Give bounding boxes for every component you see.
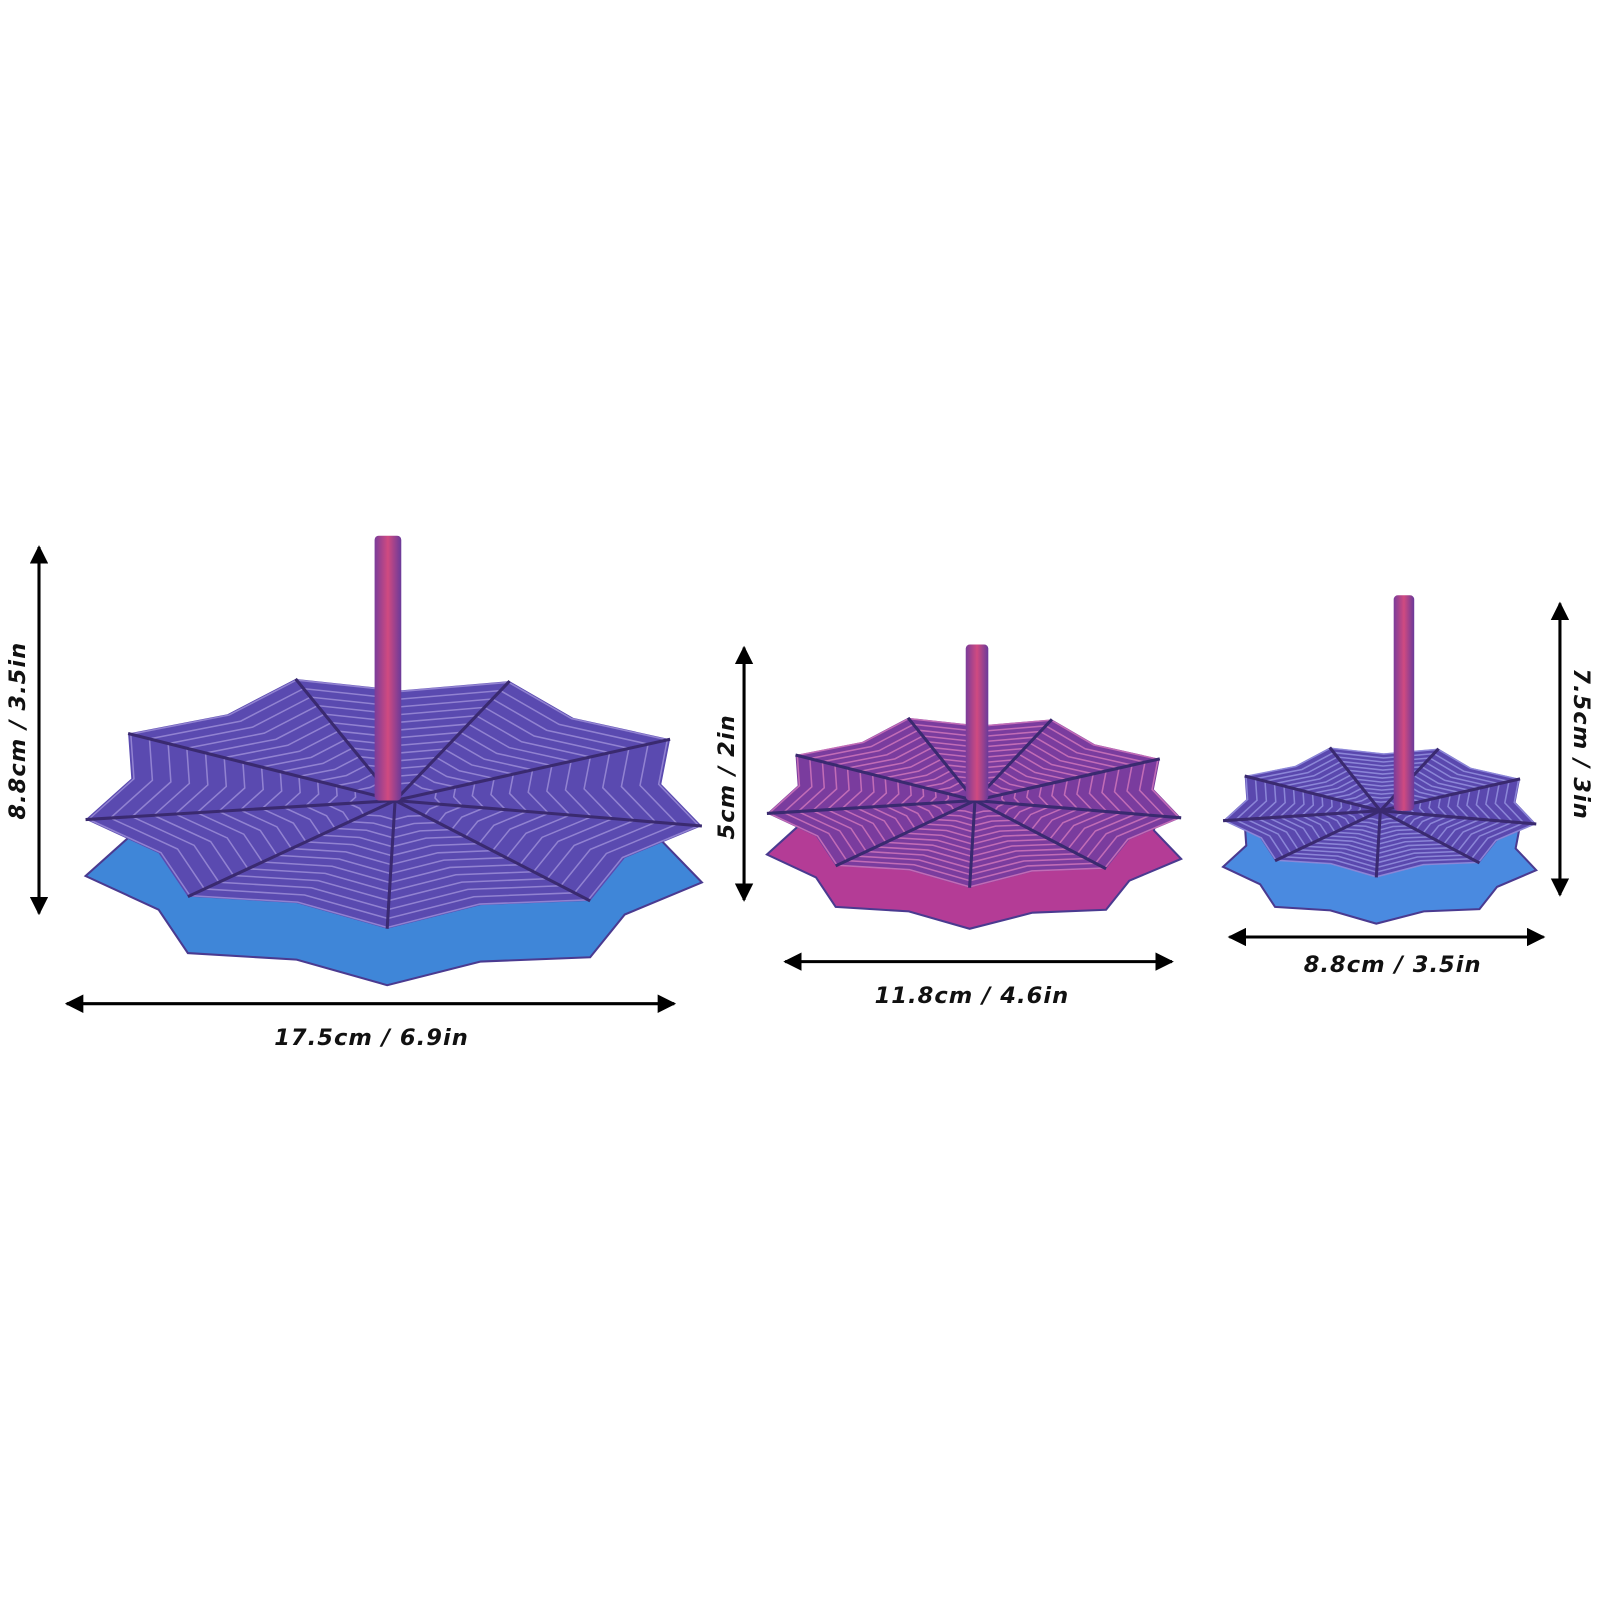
- ridge: [1223, 747, 1537, 878]
- ridge: [884, 764, 1065, 839]
- ridge: [1300, 778, 1460, 845]
- fold: [1374, 810, 1382, 878]
- ridge: [825, 740, 1123, 864]
- ridge: [796, 729, 1152, 876]
- fold: [394, 680, 511, 802]
- ridge: [1256, 760, 1504, 864]
- ridge: [152, 704, 636, 902]
- height-label: 8.8cm / 3.5in: [5, 642, 31, 820]
- fold: [974, 757, 1161, 803]
- ridge: [130, 696, 658, 911]
- ridge: [913, 775, 1037, 827]
- ridge: [1234, 751, 1526, 873]
- ridge: [840, 746, 1109, 858]
- ridge: [1311, 782, 1449, 841]
- fold: [766, 798, 976, 815]
- ridge: [347, 781, 443, 821]
- fold: [968, 800, 977, 888]
- ridge: [282, 755, 507, 848]
- ridge: [87, 679, 701, 929]
- fold: [385, 800, 397, 929]
- ridge: [1245, 756, 1515, 869]
- ridge: [108, 687, 679, 920]
- fold: [974, 798, 1182, 820]
- width-label: 11.8cm / 4.6in: [875, 983, 1070, 1009]
- fold: [394, 798, 703, 828]
- ridge: [238, 738, 550, 866]
- ridge: [782, 723, 1166, 882]
- stick: [965, 644, 989, 801]
- ridge: [927, 781, 1022, 821]
- ridge: [325, 772, 464, 830]
- fold: [835, 799, 976, 868]
- ridge: [855, 752, 1094, 852]
- fold: [795, 753, 976, 802]
- fold: [394, 799, 591, 903]
- ridge: [173, 713, 615, 893]
- ridge: [1289, 773, 1471, 850]
- ridge: [260, 747, 529, 857]
- ridge: [942, 787, 1008, 815]
- width-label: 8.8cm / 3.5in: [1304, 952, 1482, 978]
- ridge: [1278, 769, 1482, 855]
- ridge: [217, 730, 572, 875]
- fold: [1274, 809, 1382, 863]
- fold: [1380, 809, 1537, 826]
- ridge: [811, 735, 1138, 870]
- ridge: [303, 764, 486, 839]
- fold: [1328, 746, 1382, 812]
- height-label: 5cm / 2in: [714, 714, 740, 839]
- ridge: [869, 758, 1080, 845]
- products: [83, 535, 1539, 987]
- fold: [1379, 809, 1481, 865]
- ridge: [195, 721, 593, 884]
- fold: [394, 737, 671, 803]
- ridge: [1267, 765, 1493, 859]
- fold: [906, 716, 977, 802]
- fold: [1244, 774, 1381, 813]
- ridge: [767, 717, 1181, 888]
- ridge: [898, 769, 1051, 833]
- fold: [974, 799, 1107, 871]
- stick: [374, 535, 402, 801]
- fold: [127, 732, 396, 802]
- width-label: 17.5cm / 6.9in: [274, 1025, 469, 1051]
- stick: [1393, 595, 1415, 811]
- fold: [1222, 809, 1381, 823]
- fold: [187, 799, 396, 899]
- height-label: 7.5cm / 3in: [1568, 668, 1594, 820]
- fold: [85, 798, 396, 822]
